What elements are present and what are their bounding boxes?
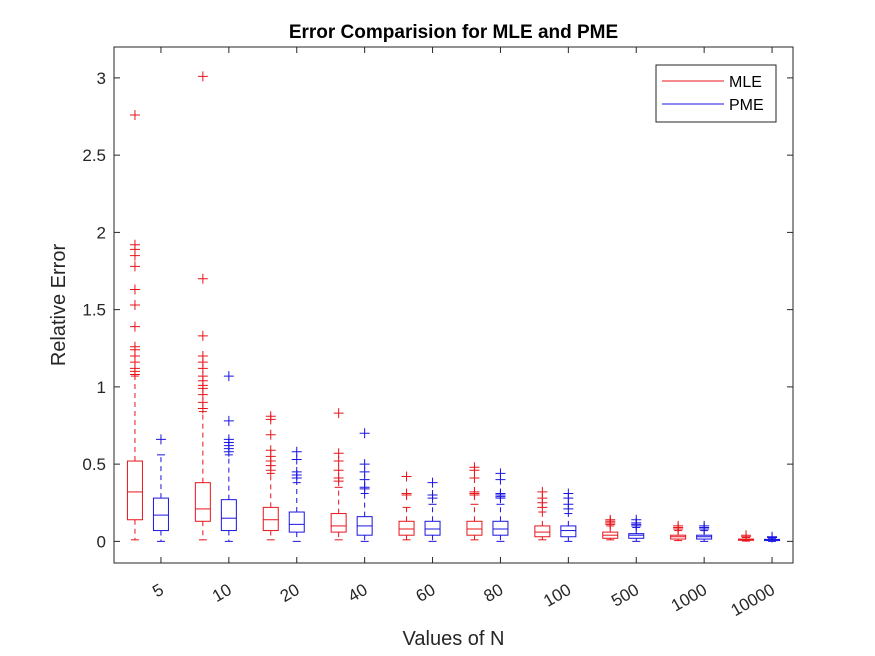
outlier-point [537,486,548,497]
outlier-point [197,273,208,284]
box-iqr [152,497,169,532]
box-iqr [220,499,237,532]
box-iqr [492,520,509,536]
outlier-point [699,520,710,531]
outlier-point [427,477,438,488]
box-pme-40 [356,428,373,542]
box-iqr [126,460,143,521]
outlier-point [129,321,140,332]
box-mle-10 [194,71,211,541]
outlier-point [291,466,302,477]
outlier-point [469,486,480,497]
outlier-point [605,514,616,525]
box-pme-1000 [696,520,713,542]
outlier-point [197,330,208,341]
box-pme-10 [220,371,237,542]
axes-box [113,46,794,564]
box-mle-500 [602,514,619,541]
outlier-point [333,465,344,476]
outlier-point [129,109,140,120]
box-iqr [262,506,279,532]
outlier-point [359,428,370,439]
y-tick-label: 2.5 [82,146,106,165]
box-mle-80 [466,462,483,541]
box-pme-5 [152,434,169,542]
outlier-point [631,514,642,525]
outlier-point [223,434,234,445]
legend: MLE PME [655,64,777,123]
outlier-point [359,459,370,470]
outlier-point [741,530,752,541]
outlier-point [129,341,140,352]
box-mle-1000 [670,520,687,542]
outlier-point [673,520,684,531]
outlier-point [129,261,140,272]
y-tick-label: 1.5 [82,301,106,320]
outlier-point [223,371,234,382]
outlier-point [265,429,276,440]
box-iqr [628,533,645,539]
box-iqr [398,520,415,536]
box-mle-100 [534,486,551,541]
y-tick-label: 3 [97,69,106,88]
box-mle-10000 [738,530,755,542]
outlier-point [155,434,166,445]
y-tick-label: 2 [97,223,106,242]
legend-label-pme: PME [729,97,764,114]
outlier-point [427,490,438,501]
box-mle-40 [330,408,347,541]
outlier-point [401,488,412,499]
box-pme-60 [424,477,441,542]
box-mle-20 [262,411,279,541]
outlier-point [129,239,140,250]
box-pme-80 [492,468,509,542]
plot-area [113,46,794,564]
y-tick-label: 1 [97,378,106,397]
box-pme-500 [628,514,645,542]
outlier-point [265,411,276,422]
outlier-point [291,446,302,457]
legend-label-mle: MLE [729,74,762,91]
box-iqr [534,525,551,538]
box-mle-60 [398,471,415,541]
y-axis-label: Relative Error [48,244,70,367]
box-iqr [330,513,347,533]
outlier-point [767,531,778,542]
outlier-point [129,300,140,310]
box-pme-10000 [764,531,781,543]
outlier-point [563,488,574,499]
outlier-point [265,445,276,456]
chart-marks [126,71,781,543]
outlier-point [469,462,480,473]
outlier-point [197,71,208,82]
chart-title: Error Comparision for MLE and PME [289,22,618,43]
outlier-point [495,468,506,479]
outlier-point [401,471,412,482]
y-tick-label: 0 [97,532,106,551]
outlier-point [197,350,208,361]
x-axis-label: Values of N [403,628,505,650]
outlier-point [333,408,344,419]
y-tick-label: 0.5 [82,455,106,474]
box-iqr [288,511,305,533]
box-iqr [466,520,483,536]
outlier-point [333,448,344,459]
box-mle-5 [126,109,143,541]
box-pme-20 [288,446,305,542]
legend-box [655,64,777,123]
outlier-point [129,284,140,295]
box-pme-100 [560,488,577,542]
box-iqr [424,520,441,536]
outlier-point [223,415,234,426]
outlier-point [495,488,506,499]
box-iqr [560,525,577,538]
box-iqr [194,482,211,522]
